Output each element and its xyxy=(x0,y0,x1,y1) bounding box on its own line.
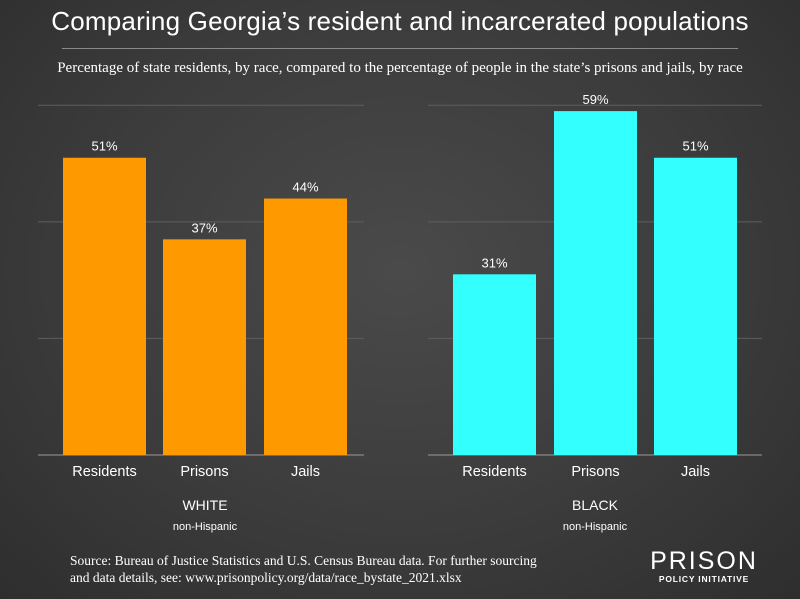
black-group-note: non-Hispanic xyxy=(563,521,628,533)
chart-subtitle: Percentage of state residents, by race, … xyxy=(57,60,743,76)
black-value-label-jails: 51% xyxy=(682,139,708,154)
black-value-label-prisons: 59% xyxy=(582,92,608,107)
logo-wordmark: PRISON xyxy=(650,547,758,575)
black-bar-prisons xyxy=(554,111,637,455)
white-value-label-prisons: 37% xyxy=(191,220,217,235)
black-category-label-prisons: Prisons xyxy=(571,464,619,480)
white-value-label-residents: 51% xyxy=(91,139,117,154)
black-category-label-residents: Residents xyxy=(462,464,526,480)
white-category-label-prisons: Prisons xyxy=(180,464,228,480)
black-category-label-jails: Jails xyxy=(681,464,710,480)
black-bar-jails xyxy=(654,157,737,455)
white-category-label-jails: Jails xyxy=(291,464,320,480)
white-bar-jails xyxy=(264,198,347,456)
white-bar-prisons xyxy=(163,239,246,455)
source-note: Source: Bureau of Justice Statistics and… xyxy=(70,553,537,585)
title-divider xyxy=(62,48,738,49)
prison-policy-logo: PRISON POLICY INITIATIVE xyxy=(648,548,760,585)
white-group-label: WHITE xyxy=(182,497,227,513)
white-group-note: non-Hispanic xyxy=(173,521,238,533)
logo-subtext: POLICY INITIATIVE xyxy=(658,574,750,584)
black-group-label: BLACK xyxy=(572,497,619,513)
black-value-label-residents: 31% xyxy=(481,255,507,270)
white-bar-residents xyxy=(63,157,146,455)
black-bar-residents xyxy=(453,274,536,455)
white-value-label-jails: 44% xyxy=(292,180,318,195)
chart-title: Comparing Georgia’s resident and incarce… xyxy=(51,6,749,36)
white-category-label-residents: Residents xyxy=(72,464,136,480)
